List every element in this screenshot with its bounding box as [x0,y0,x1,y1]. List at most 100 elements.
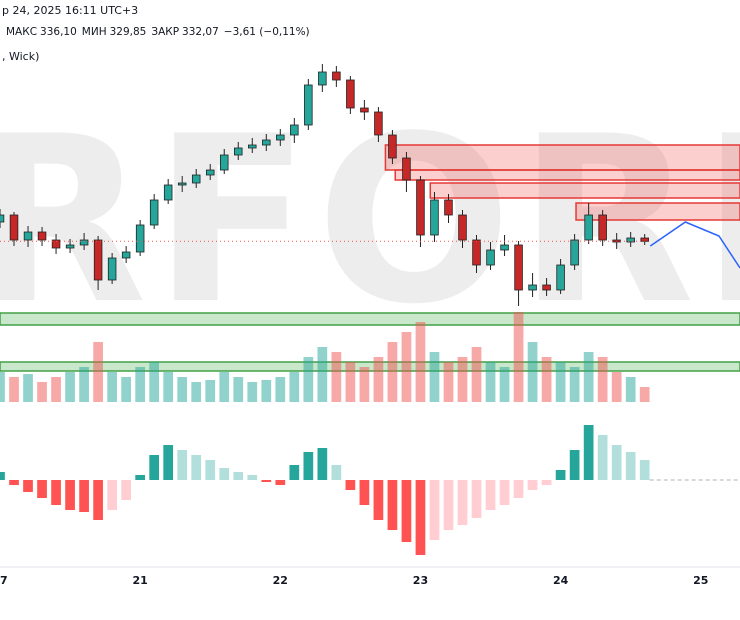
volume-bar [191,382,202,402]
volume-bar [429,352,440,402]
histogram-bar [471,480,482,518]
volume-bar [219,372,230,402]
candle-body [248,144,257,149]
candle-body [304,84,313,126]
histogram-bar [331,465,342,480]
header-stat: 332,07 [182,26,219,38]
volume-bar [513,312,524,402]
header-stat: МИН [82,26,107,38]
candle-body [542,284,551,291]
candle-body [626,237,635,243]
volume-bar [583,352,594,402]
histogram-bar [597,435,608,480]
volume-bar [555,362,566,402]
support-zone [0,361,740,372]
histogram-bar [289,465,300,480]
histogram-bar [0,472,5,480]
candle-body [0,214,5,223]
candle-body [9,214,19,241]
histogram-bar [65,480,75,510]
histogram-bar [51,480,61,505]
x-tick-label: 24 [553,574,569,587]
histogram-bar [177,450,188,480]
volume-bar [107,372,117,402]
volume-bar [247,382,258,402]
histogram-bar [79,480,89,512]
volume-layer [0,312,650,402]
candle-body [191,174,201,184]
candle-body [219,154,229,171]
volume-bar [51,377,61,402]
volume-bar [331,352,342,402]
header-stat: МАКС [6,26,37,38]
volume-bar [79,367,89,402]
histogram-bar [233,472,244,480]
candle-body [528,284,537,291]
header-study: , Wick) [2,50,39,63]
candle-body [79,239,89,246]
volume-bar [639,387,650,402]
volume-bar [261,380,272,402]
time-axis: 7 21 22 23 24 25 [0,574,708,587]
volume-bar [471,347,482,402]
support-zone [0,312,740,326]
histogram-bar [149,455,160,480]
volume-bar [135,367,146,402]
volume-bar [0,372,5,402]
volume-bar [387,342,398,402]
volume-bar [345,362,356,402]
volume-bar [23,374,33,402]
header-stat: 336,10 [40,26,77,38]
histogram-bar [37,480,47,498]
volume-bar [625,377,636,402]
histogram-bar [191,455,202,480]
volume-bar [177,377,188,402]
x-tick-label: 23 [413,574,428,587]
volume-bar [597,357,608,402]
histogram-bar [555,470,566,480]
header-stat: 329,85 [110,26,147,38]
histogram-bar [93,480,103,520]
candle-body [135,224,145,253]
candle-body [276,134,285,141]
resistance-zone [429,182,740,199]
candle-body [51,239,61,249]
volume-bar [485,362,496,402]
candle-body [65,244,75,249]
volume-bar [9,377,19,402]
histogram-bar [541,480,552,485]
histogram-bar [401,480,412,542]
histogram-bar [23,480,33,492]
histogram-bar [387,480,398,530]
volume-bar [317,347,328,402]
candle-body [107,257,117,281]
volume-bar [527,342,538,402]
volume-bar [149,362,160,402]
candle-body [486,249,495,266]
zones-layer [0,144,740,372]
volume-bar [93,342,103,402]
watermark: RFOREX [0,88,740,355]
x-tick-label: 21 [132,574,147,587]
histogram-bar [625,452,636,480]
histogram-bar [163,445,174,480]
volume-bar [359,367,370,402]
histogram-bar [639,460,650,480]
candle-body [121,251,131,259]
header-stat: ЗАКР [151,26,179,38]
candle-body [584,214,593,241]
candle-body [37,231,47,241]
histogram-bar [611,445,622,480]
volume-bar [163,372,174,402]
volume-bar [611,372,622,402]
candle-body [416,179,425,236]
candle-body [402,157,411,181]
volume-bar [443,362,454,402]
histogram-bar [373,480,384,520]
volume-bar [303,357,314,402]
histogram-bar [317,448,328,480]
candle-body [332,71,341,81]
histogram-bar [527,480,538,490]
